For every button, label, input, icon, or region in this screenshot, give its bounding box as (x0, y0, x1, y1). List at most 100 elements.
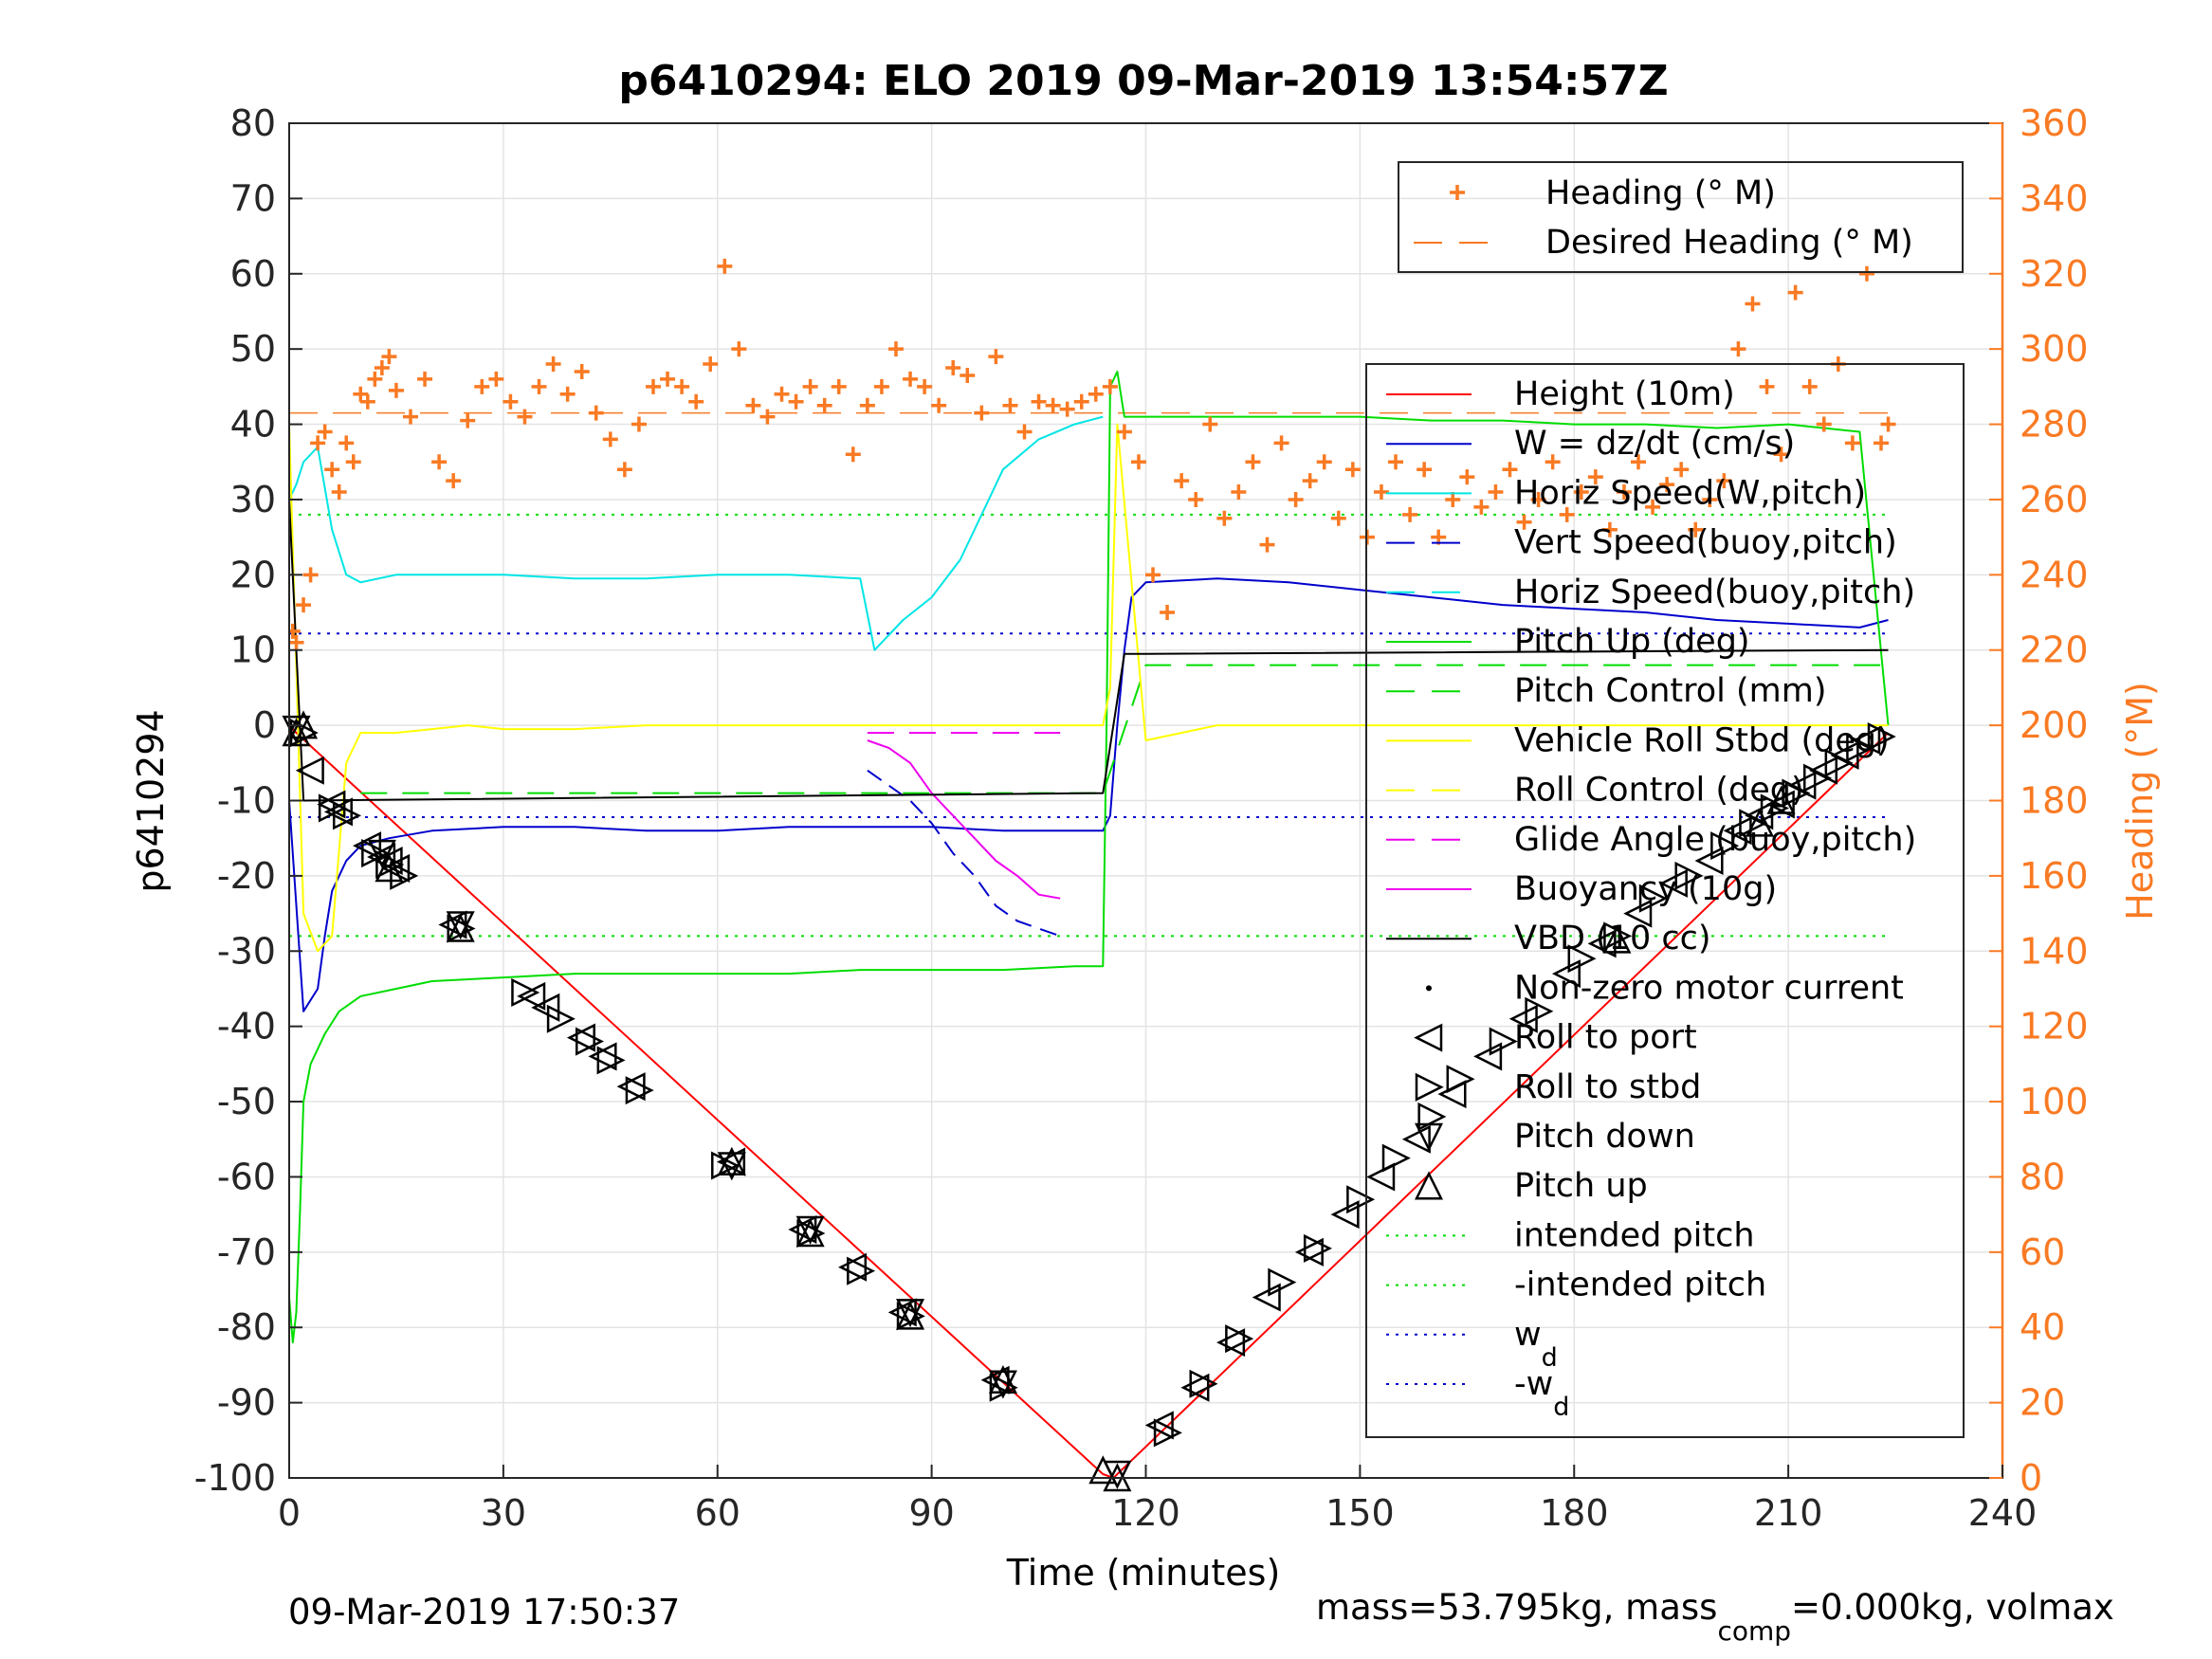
heading-point (616, 462, 632, 478)
y-axis-label-right: Heading (°M) (2119, 682, 2161, 921)
roll-to-port-marker (1401, 1124, 1431, 1154)
legend-label: Roll Control (deg) (1514, 772, 1804, 810)
series-buoyancy-10g (867, 739, 1061, 900)
pitch-up-marker (446, 913, 475, 942)
legend-label: W = dz/dt (cm/s) (1514, 425, 1795, 463)
heading-point (574, 363, 590, 379)
heading-point (1344, 462, 1361, 478)
heading-point (431, 454, 448, 470)
x-tick-label: 120 (1111, 1492, 1180, 1534)
heading-point (917, 378, 933, 394)
heading-point (559, 386, 576, 402)
heading-point (1801, 378, 1818, 394)
heading-point (1259, 537, 1275, 553)
heading-point (674, 378, 690, 394)
heading-point (1216, 510, 1233, 526)
pitch-up-marker (1766, 785, 1796, 814)
heading-point (488, 371, 504, 387)
heading-point (1488, 484, 1504, 501)
roll-to-port-marker (1623, 899, 1653, 928)
heading-point (774, 386, 790, 402)
roll-to-port-marker (531, 993, 560, 1022)
heading-point (296, 597, 312, 613)
legend-sample (1414, 1122, 1444, 1152)
reference-lines (289, 411, 1889, 938)
y-tick-label: -80 (217, 1306, 276, 1348)
legend-label: Buoyancy (10g) (1514, 870, 1777, 908)
legend-label: Pitch up (1514, 1167, 1648, 1205)
legend-sample (1426, 985, 1432, 992)
heading-point (1880, 416, 1896, 432)
legend-label: Pitch Control (mm) (1514, 672, 1826, 710)
heading-point (988, 349, 1004, 365)
heading-point (602, 431, 618, 447)
y-right-tick-label: 200 (2020, 704, 2089, 746)
heading-point (1745, 296, 1761, 312)
roll-to-stbd-marker (625, 1076, 654, 1105)
legend-label: Heading (° M) (1545, 174, 1776, 212)
roll-to-stbd-marker (575, 1027, 605, 1056)
heading-point (1031, 393, 1047, 410)
legend-label: VBD (10 cc) (1514, 920, 1711, 957)
heading-point (845, 447, 861, 463)
heading-point (503, 393, 519, 410)
roll-to-stbd-marker (1710, 831, 1740, 861)
heading-layer (289, 258, 1896, 650)
heading-point (1773, 447, 1789, 463)
y-tick-label: 10 (230, 629, 276, 671)
heading-point (717, 258, 733, 274)
heading-point (1102, 378, 1118, 394)
heading-point (1316, 454, 1332, 470)
heading-point (1059, 401, 1075, 417)
heading-point (531, 378, 547, 394)
roll-to-stbd-marker (390, 861, 419, 890)
heading-point (1373, 484, 1389, 501)
heading-point (887, 341, 904, 357)
pitch-down-marker (282, 715, 311, 744)
heading-point (1516, 514, 1532, 530)
marker-layer (282, 710, 1896, 1492)
y-right-tick-label: 240 (2020, 554, 2089, 595)
heading-point (1759, 378, 1775, 394)
heading-point (1330, 510, 1346, 526)
heading-point (1245, 454, 1261, 470)
roll-to-stbd-marker (1446, 1065, 1475, 1094)
roll-to-stbd-marker (318, 793, 347, 823)
heading-point (1659, 477, 1675, 493)
legend-label: Horiz Speed(W,pitch) (1514, 474, 1866, 512)
roll-to-stbd-marker (546, 1004, 576, 1033)
pitch-down-marker (896, 1299, 925, 1328)
legend-label: Roll to port (1514, 1019, 1697, 1057)
roll-to-stbd-marker (1567, 944, 1597, 974)
x-axis: 0 30 60 90 120 150 180 210 240 (278, 1465, 2037, 1534)
heading-point (324, 462, 340, 478)
pitch-up-marker (795, 1218, 825, 1248)
heading-point (1816, 416, 1832, 432)
heading-point (1559, 506, 1575, 522)
heading-point (703, 356, 719, 373)
roll-to-stbd-marker (1525, 996, 1554, 1026)
legend-label: intended pitch (1514, 1216, 1755, 1254)
roll-to-stbd-marker (1846, 733, 1875, 762)
legend-sample (1414, 1171, 1444, 1200)
heading-point (731, 341, 747, 357)
heading-point (374, 360, 390, 376)
pitch-up-marker (1602, 924, 1632, 954)
x-tick-label: 240 (1968, 1492, 2038, 1534)
heading-point (1730, 341, 1746, 357)
heading-point (1302, 473, 1318, 489)
heading-point (588, 405, 604, 421)
heading-point (873, 378, 889, 394)
heading-point (1417, 462, 1433, 478)
pitch-down-marker (988, 1370, 1017, 1399)
roll-to-port-marker (295, 756, 324, 785)
legend-sample (1450, 185, 1465, 200)
x-axis-label: Time (minutes) (1006, 1552, 1281, 1594)
y-right-tick-label: 360 (2020, 102, 2089, 144)
legend-label: Vehicle Roll Stbd (deg) (1514, 721, 1890, 759)
heading-point (1045, 397, 1061, 413)
roll-to-stbd-marker (1268, 1267, 1297, 1297)
roll-to-stbd-marker (332, 801, 362, 830)
heading-point (359, 393, 375, 410)
x-tick-label: 180 (1540, 1492, 1609, 1534)
